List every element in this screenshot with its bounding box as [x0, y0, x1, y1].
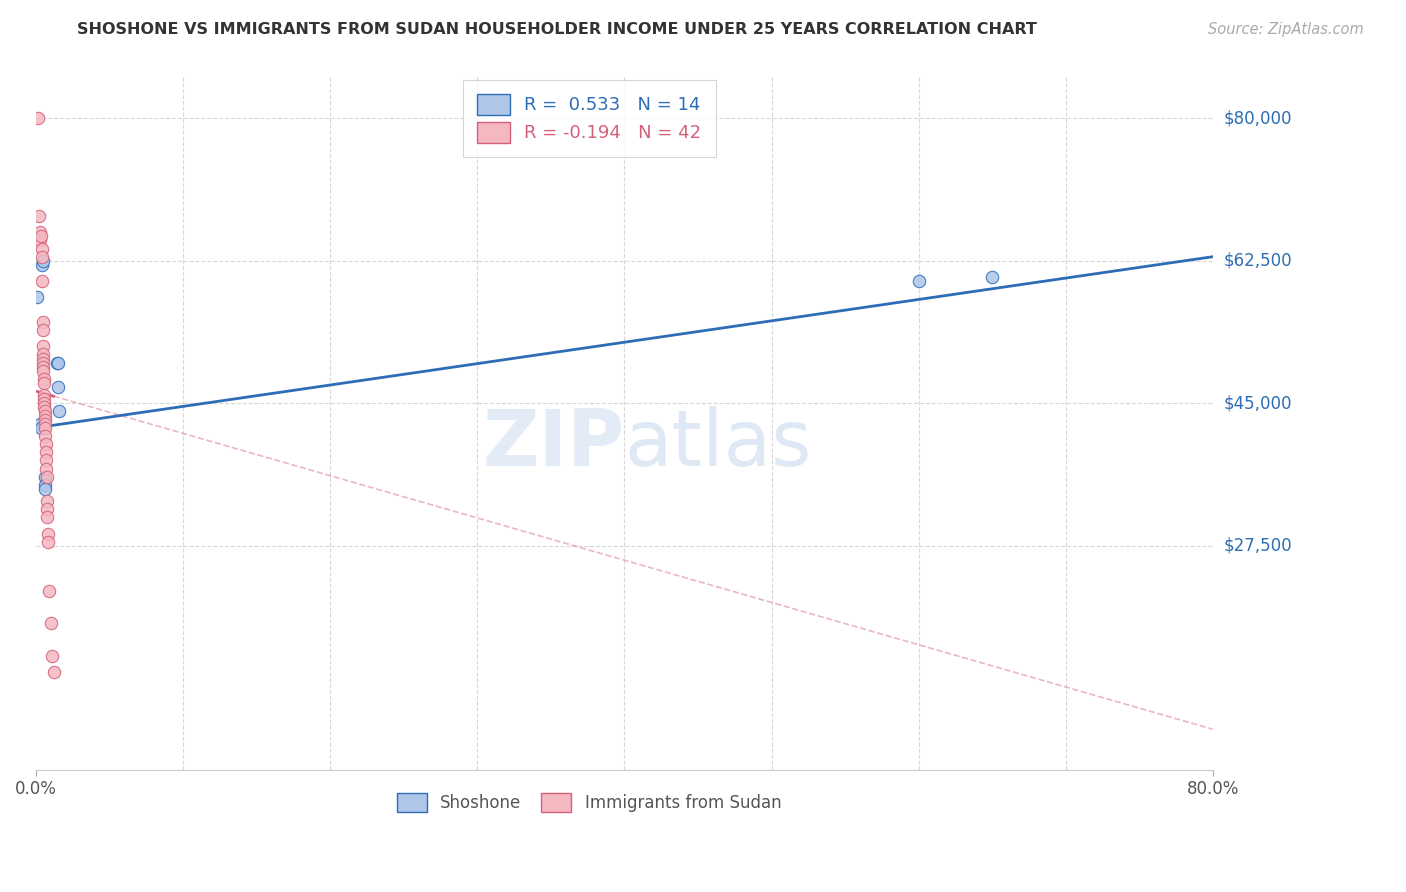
Point: [32, 356, 55, 370]
Point: [27, 290, 49, 304]
Point: [34, 404, 56, 418]
Point: [32, 388, 55, 402]
Text: ZIP: ZIP: [482, 407, 624, 483]
Point: [46, 356, 69, 370]
Point: [41, 648, 63, 663]
Point: [34, 401, 56, 415]
Point: [39, 616, 62, 631]
Point: [32, 392, 55, 407]
Text: $45,000: $45,000: [1225, 394, 1292, 412]
Text: SHOSHONE VS IMMIGRANTS FROM SUDAN HOUSEHOLDER INCOME UNDER 25 YEARS CORRELATION : SHOSHONE VS IMMIGRANTS FROM SUDAN HOUSEH…: [77, 22, 1038, 37]
Point: [34, 429, 56, 443]
Point: [35, 453, 58, 467]
Point: [30, 417, 52, 431]
Text: $62,500: $62,500: [1225, 252, 1292, 269]
Point: [48, 404, 70, 418]
Point: [34, 409, 56, 423]
Point: [28, 209, 51, 223]
Point: [27, 111, 49, 125]
Point: [34, 469, 56, 483]
Text: atlas: atlas: [624, 407, 811, 483]
Point: [37, 534, 59, 549]
Point: [34, 421, 56, 435]
Point: [32, 396, 55, 410]
Point: [30, 421, 52, 435]
Point: [32, 364, 55, 378]
Text: $27,500: $27,500: [1225, 537, 1292, 555]
Point: [35, 494, 58, 508]
Point: [35, 502, 58, 516]
Text: $80,000: $80,000: [1225, 109, 1292, 128]
Point: [907, 274, 929, 288]
Point: [32, 376, 55, 390]
Point: [31, 339, 53, 353]
Point: [35, 437, 58, 451]
Point: [38, 583, 60, 598]
Point: [34, 417, 56, 431]
Point: [35, 445, 58, 459]
Point: [32, 372, 55, 386]
Point: [30, 234, 52, 248]
Point: [35, 461, 58, 475]
Point: [28, 225, 51, 239]
Point: [31, 242, 53, 256]
Point: [37, 526, 59, 541]
Point: [46, 380, 69, 394]
Point: [34, 478, 56, 492]
Point: [31, 315, 53, 329]
Legend: Shoshone, Immigrants from Sudan: Shoshone, Immigrants from Sudan: [385, 781, 793, 824]
Point: [31, 274, 53, 288]
Point: [32, 359, 55, 374]
Point: [31, 253, 53, 268]
Point: [42, 665, 65, 680]
Point: [35, 510, 58, 524]
Point: [31, 250, 53, 264]
Point: [34, 412, 56, 426]
Point: [31, 258, 53, 272]
Point: [30, 229, 52, 244]
Point: [34, 482, 56, 496]
Text: Source: ZipAtlas.com: Source: ZipAtlas.com: [1208, 22, 1364, 37]
Point: [31, 323, 53, 337]
Point: [35, 469, 58, 483]
Point: [981, 270, 1004, 285]
Point: [45, 356, 67, 370]
Point: [32, 347, 55, 361]
Point: [32, 351, 55, 366]
